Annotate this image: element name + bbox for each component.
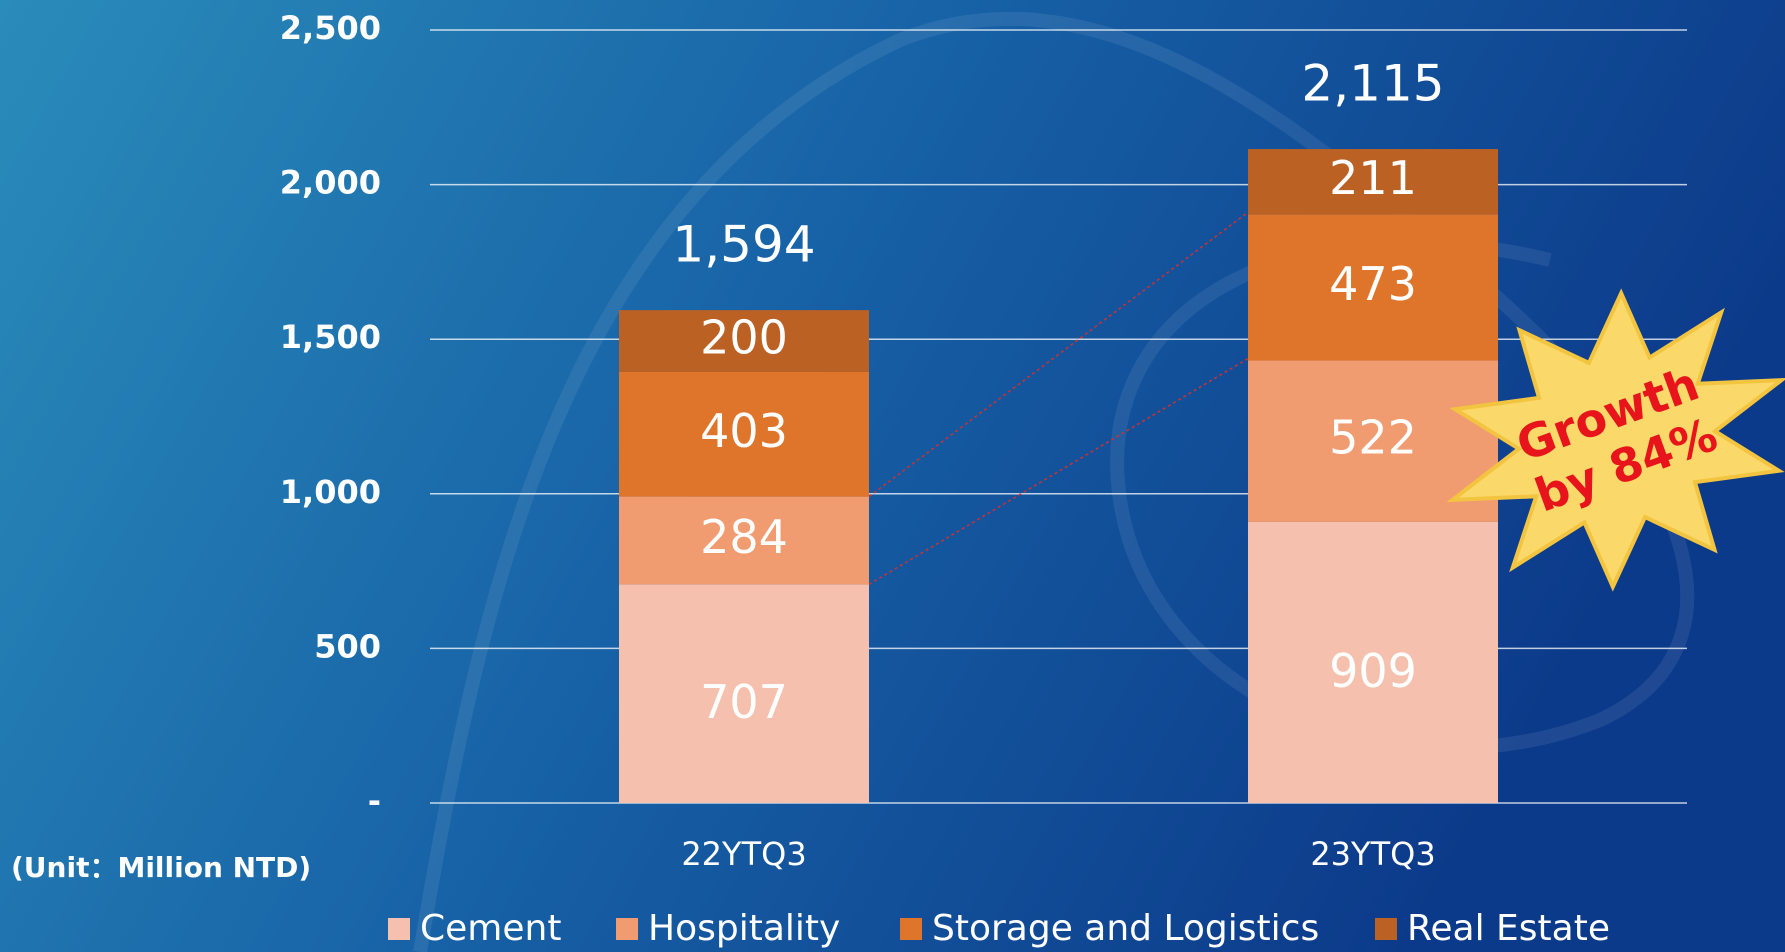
- y-tick-label: 1,000: [280, 473, 381, 511]
- y-tick-label: -: [368, 782, 381, 820]
- bar-segment: [1248, 521, 1498, 803]
- legend-label: Cement: [420, 908, 561, 949]
- bar-segment: [619, 310, 869, 372]
- bar-segment: [619, 496, 869, 585]
- x-tick-label: 23YTQ3: [1310, 835, 1435, 873]
- x-tick-label: 22YTQ3: [681, 835, 806, 873]
- legend-swatch: [388, 918, 410, 940]
- data-label: 200: [700, 311, 788, 365]
- legend-swatch: [1375, 918, 1397, 940]
- unit-label: (Unit：Million NTD): [11, 851, 311, 884]
- data-label: 403: [700, 404, 788, 458]
- star: [1446, 288, 1785, 592]
- bar-segment: [619, 584, 869, 803]
- total-label: 1,594: [672, 216, 815, 274]
- bar-segment: [619, 371, 869, 497]
- data-label: 473: [1329, 257, 1417, 311]
- data-label: 522: [1329, 411, 1417, 465]
- legend-label: Hospitality: [648, 908, 840, 949]
- y-tick-label: 500: [314, 627, 381, 665]
- legend-swatch: [900, 918, 922, 940]
- total-label: 2,115: [1301, 55, 1444, 113]
- bar-segment: [1248, 149, 1498, 215]
- bar-segment: [1248, 214, 1498, 361]
- y-tick-label: 2,500: [280, 9, 381, 47]
- connector: [868, 211, 1249, 498]
- legend-swatch: [616, 918, 638, 940]
- data-label: 909: [1329, 644, 1417, 698]
- y-tick-label: 1,500: [280, 318, 381, 356]
- y-tick-label: 2,000: [280, 164, 381, 202]
- data-label: 707: [700, 675, 788, 729]
- data-label: 284: [700, 510, 788, 564]
- legend-label: Real Estate: [1407, 908, 1610, 949]
- data-label: 211: [1329, 151, 1417, 205]
- connector: [868, 357, 1249, 586]
- legend-label: Storage and Logistics: [932, 908, 1319, 949]
